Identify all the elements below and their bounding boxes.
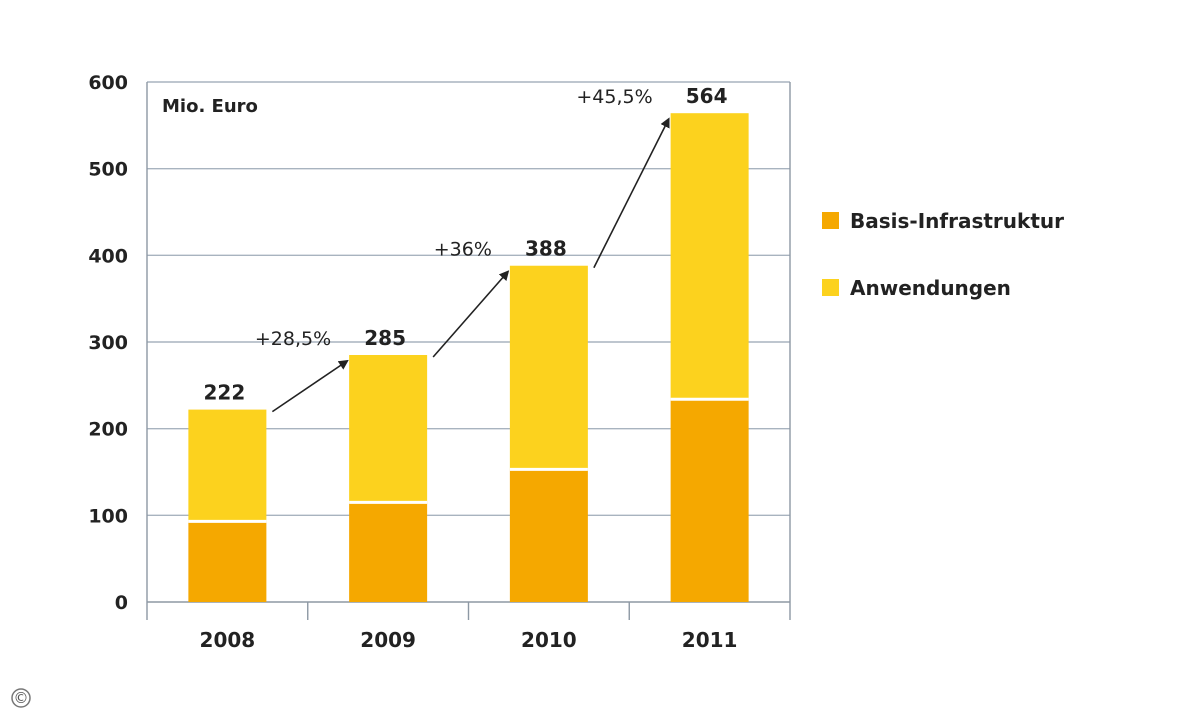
bar-anwendungen-2011 [670,113,749,400]
growth-label: +28,5% [255,328,331,350]
x-tick-label: 2011 [682,628,738,652]
total-label: 564 [686,84,728,108]
growth-arrow [593,117,670,269]
y-tick-label: 0 [115,592,128,614]
growth-label: +36% [434,239,492,261]
legend: Basis-Infrastruktur Anwendungen [822,209,1064,300]
y-tick-label: 500 [88,159,128,181]
growth-arrow [271,359,349,413]
y-tick-label: 100 [88,505,128,527]
growth-label: +45,5% [576,86,652,108]
y-tick-label: 400 [88,245,128,267]
bars [188,113,749,602]
growth-arrow [432,270,510,358]
legend-swatch [822,212,839,229]
growth-arrows: +28,5% +36% +45,5% [255,86,670,413]
legend-label: Basis-Infrastruktur [850,209,1064,233]
bar-anwendungen-2008 [188,409,267,522]
total-label: 222 [204,381,246,405]
total-label: 388 [525,237,567,261]
y-tick-label: 600 [88,72,128,94]
bar-basis-infrastruktur-2009 [349,502,428,602]
total-label: 285 [364,326,406,350]
unit-label: Mio. Euro [162,96,258,117]
legend-label: Anwendungen [850,276,1011,300]
copyright-mark: © [11,688,31,708]
x-tick-label: 2008 [200,628,256,652]
copyright-symbol: © [14,689,29,707]
legend-swatch [822,279,839,296]
bar-anwendungen-2010 [509,265,588,470]
y-tick-label: 200 [88,419,128,441]
bar-basis-infrastruktur-2010 [509,469,588,602]
x-tick-label: 2009 [360,628,416,652]
data-labels: 222 285 388 564 [204,84,728,404]
bar-basis-infrastruktur-2008 [188,521,267,602]
x-tick-label: 2010 [521,628,577,652]
axes: 0 100 200 300 400 500 600 2008 2009 2010 2011 [88,72,791,652]
y-tick-label: 300 [88,332,128,354]
bar-anwendungen-2009 [349,355,428,503]
bar-basis-infrastruktur-2011 [670,399,749,602]
